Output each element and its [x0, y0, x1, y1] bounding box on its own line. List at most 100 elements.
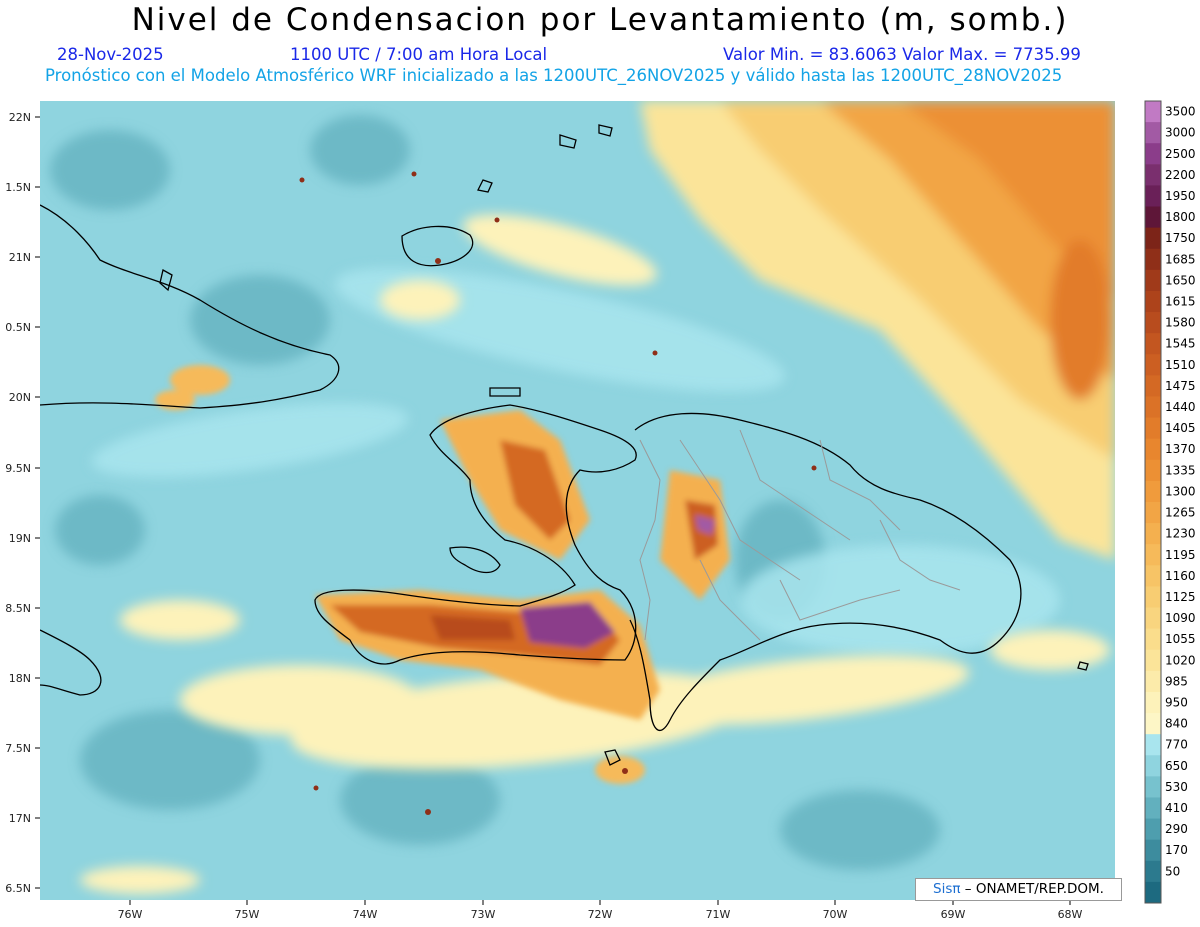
colorbar-label: 1265 — [1165, 506, 1196, 520]
colorbar-swatch — [1145, 101, 1161, 123]
valid-time: 1100 UTC / 7:00 am Hora Local — [290, 45, 548, 64]
colorbar-swatch — [1145, 143, 1161, 165]
colorbar-label: 1545 — [1165, 337, 1196, 351]
lcl-shaded-field — [40, 101, 1115, 900]
colorbar-swatch — [1145, 670, 1161, 693]
colorbar-swatch — [1145, 818, 1161, 841]
colorbar-label: 950 — [1165, 696, 1188, 710]
colorbar-label: 3000 — [1165, 126, 1196, 140]
colorbar-swatch — [1145, 586, 1161, 609]
colorbar-swatch — [1145, 565, 1161, 587]
colorbar-swatch — [1145, 860, 1161, 883]
lon-label: 75W — [235, 908, 260, 921]
colorbar-swatch — [1145, 649, 1161, 672]
colorbar-label: 1300 — [1165, 484, 1196, 498]
colorbar-label: 1615 — [1165, 295, 1196, 309]
colorbar-label: 2200 — [1165, 168, 1196, 182]
colorbar-swatch — [1145, 290, 1161, 313]
colorbar-label: 410 — [1165, 801, 1188, 815]
credit-box: Sisπ – ONAMET/REP.DOM. — [915, 878, 1122, 901]
colorbar-label: 1475 — [1165, 379, 1196, 393]
colorbar-label: 1090 — [1165, 611, 1196, 625]
colorbar-label: 1800 — [1165, 210, 1196, 224]
credit-text: – ONAMET/REP.DOM. — [964, 881, 1104, 897]
lon-label: 71W — [706, 908, 731, 921]
colorbar-swatch — [1145, 333, 1161, 355]
colorbar-swatch — [1145, 480, 1161, 503]
colorbar-swatch — [1145, 734, 1161, 756]
colorbar-label: 1580 — [1165, 316, 1196, 330]
colorbar-label: 1510 — [1165, 358, 1196, 372]
colorbar-swatch — [1145, 839, 1161, 862]
lon-label: 69W — [941, 908, 966, 921]
forecast-description: Pronóstico con el Modelo Atmosférico WRF… — [45, 66, 1063, 85]
colorbar-label: 770 — [1165, 738, 1188, 752]
lat-label: 8.5N — [5, 602, 31, 615]
lon-label: 68W — [1058, 908, 1083, 921]
colorbar-swatch — [1145, 396, 1161, 419]
colorbar-swatch — [1145, 248, 1161, 271]
colorbar-label: 1650 — [1165, 273, 1196, 287]
colorbar-swatch — [1145, 755, 1161, 777]
colorbar-frame — [1144, 100, 1162, 904]
colorbar-label: 170 — [1165, 843, 1188, 857]
colorbar-label: 650 — [1165, 759, 1188, 773]
colorbar-swatch — [1145, 544, 1161, 566]
colorbar-label: 1125 — [1165, 590, 1196, 604]
colorbar-swatch — [1145, 523, 1161, 545]
colorbar-swatch — [1145, 459, 1161, 482]
latitude-labels: 22N 1.5N 21N 0.5N 20N 9.5N 19N 8.5N 18N … — [5, 111, 31, 895]
colorbar-swatch — [1145, 206, 1161, 229]
colorbar-swatch — [1145, 776, 1161, 798]
colorbar-swatch — [1145, 691, 1161, 714]
lat-label: 20N — [9, 391, 31, 404]
colorbar-swatch — [1145, 881, 1161, 904]
axis-ticks — [35, 116, 1071, 905]
colorbar-label: 50 — [1165, 864, 1180, 878]
colorbar-label: 1230 — [1165, 527, 1196, 541]
colorbar-swatch — [1145, 122, 1161, 144]
colorbar-legend: 3500 3000 2500 2200 1950 1800 1750 1685 1650 1615… — [1144, 100, 1196, 904]
lat-label: 22N — [9, 111, 31, 124]
colorbar-label: 840 — [1165, 717, 1188, 731]
colorbar-swatch — [1145, 438, 1161, 461]
colorbar-swatch — [1145, 354, 1161, 376]
colorbar-label: 1750 — [1165, 231, 1196, 245]
colorbar-label: 1685 — [1165, 252, 1196, 266]
lon-label: 72W — [588, 908, 613, 921]
colorbar-label: 1195 — [1165, 548, 1196, 562]
colorbar-swatch — [1145, 797, 1161, 820]
colorbar-label: 1405 — [1165, 421, 1196, 435]
min-max-values: Valor Min. = 83.6063 Valor Max. = 7735.9… — [723, 45, 1081, 64]
colorbar-swatch — [1145, 269, 1161, 292]
colorbar-label: 985 — [1165, 674, 1188, 688]
colorbar-swatch — [1145, 185, 1161, 208]
colorbar-swatch — [1145, 502, 1161, 524]
colorbar-label: 290 — [1165, 822, 1188, 836]
colorbar-label: 1160 — [1165, 569, 1196, 583]
lon-label: 70W — [823, 908, 848, 921]
colorbar-swatch — [1145, 164, 1161, 186]
colorbar-swatch — [1145, 227, 1161, 250]
lat-label: 21N — [9, 251, 31, 264]
colorbar-label: 1950 — [1165, 189, 1196, 203]
lat-label: 7.5N — [5, 742, 31, 755]
sispi-logo: Sisπ — [933, 881, 961, 897]
colorbar-label: 530 — [1165, 780, 1188, 794]
lon-label: 73W — [471, 908, 496, 921]
lat-label: 18N — [9, 672, 31, 685]
lat-label: 1.5N — [5, 181, 31, 194]
longitude-labels: 76W 75W 74W 73W 72W 71W 70W 69W 68W — [118, 908, 1083, 921]
lat-label: 0.5N — [5, 321, 31, 334]
colorbar-label: 3500 — [1165, 105, 1196, 119]
valid-date: 28-Nov-2025 — [57, 45, 164, 64]
lat-label: 9.5N — [5, 462, 31, 475]
colorbar-swatch — [1145, 417, 1161, 440]
lat-label: 17N — [9, 812, 31, 825]
lat-label: 19N — [9, 532, 31, 545]
map-title: Nivel de Condensacion por Levantamiento … — [131, 2, 1069, 38]
colorbar-swatch — [1145, 312, 1161, 334]
colorbar-label: 1335 — [1165, 463, 1196, 477]
lon-label: 76W — [118, 908, 143, 921]
